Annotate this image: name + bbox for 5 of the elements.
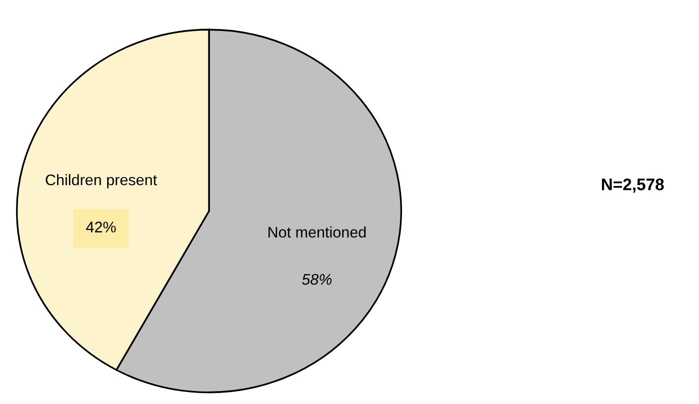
slice-label: Not mentioned <box>268 226 366 238</box>
data-label: 58% <box>302 274 332 285</box>
slice-label: Children present <box>46 174 157 188</box>
data-label: 42% <box>86 222 116 232</box>
text: N=2,578 <box>602 178 664 193</box>
